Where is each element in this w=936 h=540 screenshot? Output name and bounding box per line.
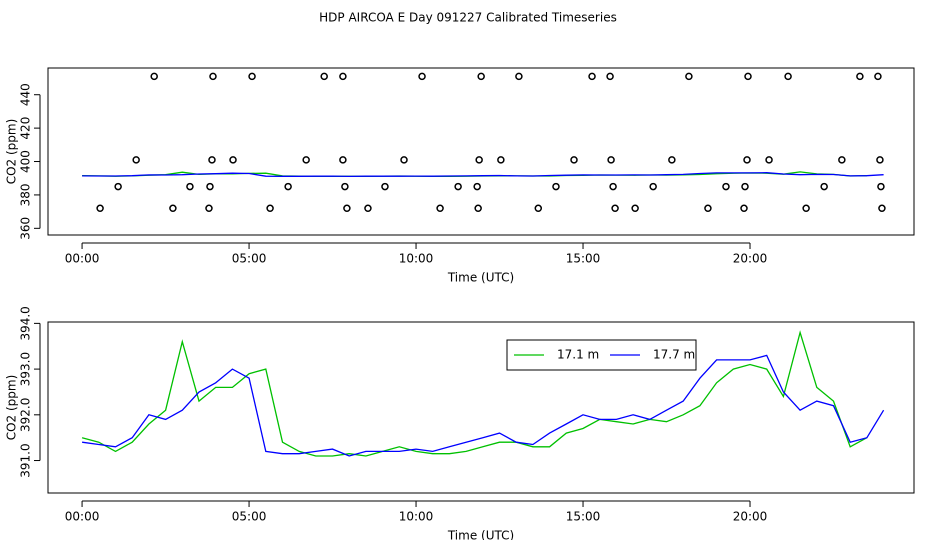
point	[743, 156, 751, 164]
x-tick-label: 15:00	[566, 510, 601, 524]
x-axis-label: Time (UTC)	[447, 529, 514, 540]
point	[802, 204, 810, 213]
point	[649, 182, 657, 191]
point	[248, 72, 256, 81]
point	[570, 156, 578, 164]
y-tick-label: 420	[19, 117, 33, 140]
point	[497, 156, 505, 164]
x-axis-label: Time (UTC)	[447, 271, 514, 285]
y-axis-label: CO2 (ppm)	[5, 119, 19, 185]
point	[339, 156, 347, 164]
x-tick-label: 10:00	[399, 510, 434, 524]
point	[206, 182, 214, 191]
point	[588, 72, 596, 81]
x-tick-label: 05:00	[232, 510, 267, 524]
legend-label: 17.1 m	[557, 348, 599, 362]
point	[381, 182, 389, 191]
point	[302, 156, 310, 164]
point	[132, 156, 140, 164]
y-tick-label: 393.0	[19, 352, 33, 386]
point	[474, 204, 482, 213]
x-tick-label: 00:00	[65, 252, 100, 266]
point	[765, 156, 773, 164]
series-line	[81, 330, 868, 457]
point	[515, 72, 523, 81]
point	[820, 182, 828, 191]
point	[339, 72, 347, 81]
point	[209, 72, 217, 81]
point	[208, 156, 216, 164]
x-tick-label: 10:00	[399, 252, 434, 266]
point	[266, 204, 274, 213]
point	[477, 72, 485, 81]
point	[229, 156, 237, 164]
point	[169, 204, 177, 213]
y-tick-label: 392.0	[19, 398, 33, 432]
point	[611, 204, 619, 213]
point	[740, 204, 748, 213]
point	[114, 182, 122, 191]
x-tick-label: 00:00	[65, 510, 100, 524]
point	[876, 156, 884, 164]
point	[877, 182, 885, 191]
point	[96, 204, 104, 213]
point	[722, 182, 730, 191]
x-tick-label: 20:00	[733, 510, 768, 524]
point	[150, 72, 158, 81]
x-tick-label: 20:00	[733, 252, 768, 266]
point	[343, 204, 351, 213]
point	[418, 72, 426, 81]
point	[741, 182, 749, 191]
y-axis-label: CO2 (ppm)	[5, 375, 19, 441]
legend-label: 17.7 m	[653, 348, 695, 362]
point	[856, 72, 864, 81]
point	[284, 182, 292, 191]
point	[473, 182, 481, 191]
point	[744, 72, 752, 81]
point	[878, 204, 886, 213]
series-line	[82, 354, 885, 457]
plot-frame	[47, 67, 915, 236]
point	[784, 72, 792, 81]
point	[874, 72, 882, 81]
x-tick-label: 05:00	[232, 252, 267, 266]
point	[341, 182, 349, 191]
point	[552, 182, 560, 191]
figure-title: HDP AIRCOA E Day 091227 Calibrated Times…	[319, 11, 617, 25]
point	[205, 204, 213, 213]
point	[320, 72, 328, 81]
y-tick-label: 391.0	[19, 443, 33, 477]
point	[704, 204, 712, 213]
point	[609, 182, 617, 191]
point	[186, 182, 194, 191]
point	[631, 204, 639, 213]
point	[534, 204, 543, 213]
overview-line	[82, 172, 884, 178]
y-tick-label: 440	[19, 83, 33, 106]
y-tick-label: 380	[19, 183, 33, 206]
y-tick-label: 394.0	[19, 306, 33, 340]
point	[606, 72, 614, 81]
point	[685, 72, 693, 81]
point	[400, 156, 408, 164]
point	[668, 156, 676, 164]
point	[607, 156, 615, 164]
point	[475, 156, 483, 164]
y-tick-label: 360	[19, 217, 33, 240]
plot-frame	[47, 321, 915, 494]
x-tick-label: 15:00	[566, 252, 601, 266]
y-tick-label: 400	[19, 150, 33, 173]
point	[364, 204, 372, 213]
point	[454, 182, 462, 191]
point	[436, 204, 444, 213]
point	[838, 156, 846, 164]
